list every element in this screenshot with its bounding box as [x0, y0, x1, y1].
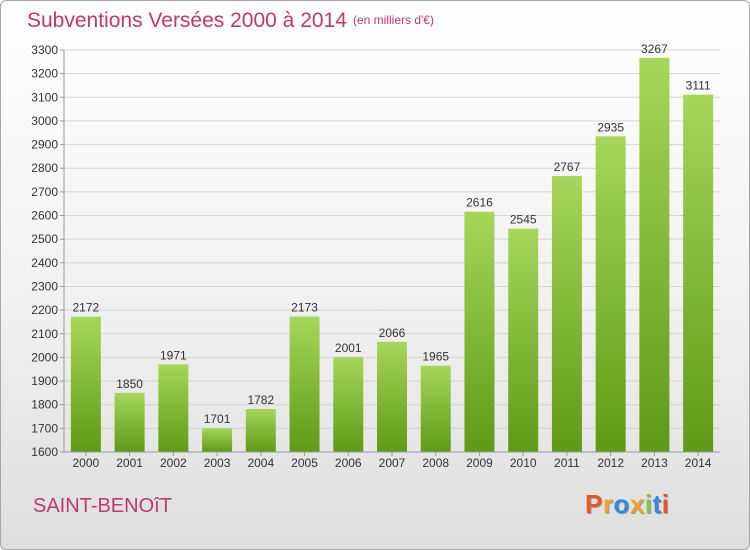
- value-label-2013: 3267: [641, 42, 668, 56]
- x-tick-label-2008: 2008: [422, 456, 449, 470]
- chart-title: Subventions Versées 2000 à 2014: [27, 9, 347, 32]
- y-tick-label: 2800: [31, 161, 58, 175]
- bar-2003: [202, 428, 233, 452]
- y-tick-label: 2500: [31, 232, 58, 246]
- bar-2001: [114, 392, 145, 452]
- x-tick-label-2011: 2011: [554, 456, 580, 470]
- y-tick-label: 2300: [31, 279, 58, 293]
- bar-2013: [639, 57, 670, 452]
- value-labels: 2172 1850 1971 1701 1782 2173 2001 2066 1965 2616…: [73, 42, 711, 426]
- bar-2012: [595, 136, 626, 452]
- bar-2009: [464, 211, 495, 452]
- value-label-2001: 1850: [116, 377, 143, 391]
- x-tick-label-2014: 2014: [685, 456, 712, 470]
- value-label-2011: 2767: [554, 160, 581, 174]
- value-label-2008: 1965: [422, 350, 449, 364]
- logo-letter: i: [661, 489, 670, 519]
- y-tick-label: 3000: [31, 114, 58, 128]
- x-tick-label-2004: 2004: [247, 456, 274, 470]
- x-tick-label-2010: 2010: [510, 456, 537, 470]
- y-tick-label: 2900: [31, 138, 58, 152]
- value-label-2007: 2066: [379, 326, 406, 340]
- bar-2010: [508, 228, 539, 452]
- logo-letter: r: [602, 489, 614, 519]
- logo-letter: x: [629, 489, 645, 519]
- bar-2011: [551, 176, 582, 452]
- commune-name: SAINT-BENOîT: [33, 495, 172, 517]
- value-label-2004: 1782: [247, 393, 274, 407]
- value-label-2003: 1701: [204, 412, 231, 426]
- x-tick-label-2007: 2007: [379, 456, 406, 470]
- bar-2006: [333, 357, 364, 452]
- y-tick-label: 2100: [31, 327, 58, 341]
- value-label-2002: 1971: [160, 348, 187, 362]
- logo-letter: o: [613, 489, 630, 519]
- proxiti-logo: Proxiti: [585, 489, 669, 520]
- bar-2008: [420, 365, 451, 452]
- value-label-2014: 3111: [686, 79, 711, 93]
- x-tick-label-2006: 2006: [335, 456, 362, 470]
- bars: [70, 57, 714, 453]
- value-label-2012: 2935: [597, 120, 624, 134]
- logo-letter: t: [652, 489, 662, 519]
- bar-2002: [158, 364, 189, 452]
- logo-letter: i: [644, 489, 653, 519]
- x-tick-label-2002: 2002: [160, 456, 187, 470]
- y-tick-label: 3100: [31, 90, 58, 104]
- value-label-2010: 2545: [510, 213, 537, 227]
- x-tick-label-2009: 2009: [466, 456, 493, 470]
- bar-2004: [245, 408, 276, 452]
- y-tick-label: 1800: [31, 398, 58, 412]
- y-tick-label: 1600: [31, 445, 58, 459]
- bar-2000: [70, 316, 101, 452]
- y-tick-label: 1700: [31, 421, 58, 435]
- value-label-2006: 2001: [335, 341, 362, 355]
- y-tick-label: 2400: [31, 256, 58, 270]
- value-label-2005: 2173: [291, 301, 318, 315]
- x-tick-label-2013: 2013: [641, 456, 668, 470]
- x-tick-label-2000: 2000: [73, 456, 100, 470]
- y-tick-label: 2000: [31, 350, 58, 364]
- bar-2014: [683, 94, 714, 453]
- x-tick-label-2012: 2012: [597, 456, 624, 470]
- bar-2007: [377, 341, 407, 452]
- y-tick-label: 3200: [31, 67, 58, 81]
- x-tick-label-2001: 2001: [116, 456, 143, 470]
- y-tick-label: 1900: [31, 374, 58, 388]
- logo-letter: P: [585, 489, 603, 519]
- chart-subtitle: (en milliers d'€): [353, 13, 434, 27]
- y-tick-label: 3300: [31, 43, 58, 57]
- value-label-2009: 2616: [466, 196, 493, 210]
- y-tick-label: 2200: [31, 303, 58, 317]
- y-tick-label: 2700: [31, 185, 58, 199]
- value-label-2000: 2172: [73, 301, 100, 315]
- x-axis-ticks: 2000 2001 2002 2003 2004 2005 2006 2007 2008 2009…: [73, 452, 712, 470]
- y-axis-ticks: 1600 1700 1800 1900 2000 2100 2200 2300 2400 2500…: [31, 43, 64, 459]
- x-tick-label-2003: 2003: [204, 456, 231, 470]
- y-tick-label: 2600: [31, 209, 58, 223]
- x-tick-label-2005: 2005: [291, 456, 318, 470]
- bar-2005: [289, 316, 320, 452]
